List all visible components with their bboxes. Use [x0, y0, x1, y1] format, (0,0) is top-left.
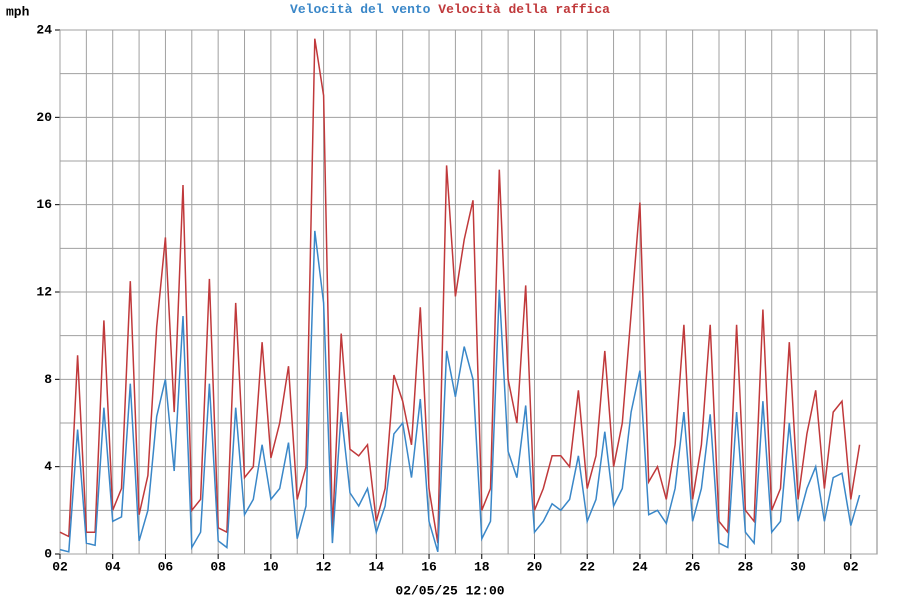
x-tick-label: 02 [52, 559, 68, 574]
x-tick-label: 20 [527, 559, 543, 574]
x-tick-label: 08 [210, 559, 226, 574]
x-axis-label: 02/05/25 12:00 [395, 583, 504, 598]
x-tick-label: 18 [474, 559, 490, 574]
series-line [59, 38, 861, 544]
x-tick-label: 14 [369, 559, 385, 574]
x-tick-label: 06 [158, 559, 174, 574]
legend-entry: Velocità della raffica [438, 2, 610, 17]
x-tick-label: 10 [263, 559, 279, 574]
y-tick-label: 4 [44, 459, 52, 474]
legend-entry: Velocità del vento [290, 2, 431, 17]
x-tick-label: 26 [685, 559, 701, 574]
x-tick-label: 12 [316, 559, 332, 574]
legend: Velocità del vento Velocità della raffic… [290, 2, 610, 17]
y-tick-label: 16 [36, 197, 52, 212]
y-axis-label: mph [6, 4, 30, 19]
y-tick-label: 0 [44, 546, 52, 561]
x-tick-label: 28 [738, 559, 754, 574]
y-tick-label: 12 [36, 284, 52, 299]
x-tick-label: 22 [579, 559, 595, 574]
x-tick-label: 02 [843, 559, 859, 574]
x-tick-label: 24 [632, 559, 648, 574]
x-tick-label: 16 [421, 559, 437, 574]
series-line [59, 230, 861, 553]
x-tick-label: 30 [790, 559, 806, 574]
y-tick-label: 8 [44, 372, 52, 387]
y-tick-label: 24 [36, 22, 52, 37]
y-tick-label: 20 [36, 110, 52, 125]
x-tick-label: 04 [105, 559, 121, 574]
